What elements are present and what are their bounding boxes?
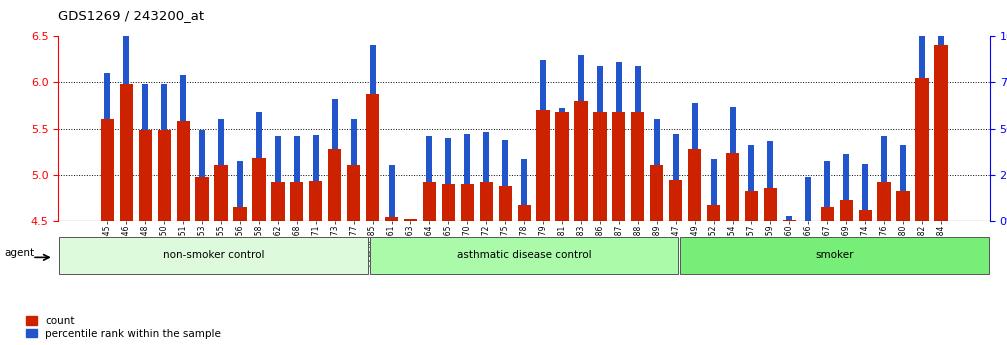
Bar — [840, 200, 853, 221]
Bar — [707, 205, 720, 221]
Bar — [669, 180, 683, 221]
Text: agent: agent — [5, 248, 35, 258]
Bar — [688, 149, 701, 221]
Bar — [537, 110, 550, 221]
Bar — [157, 130, 171, 221]
Bar — [199, 130, 205, 177]
Bar — [142, 84, 148, 130]
Bar — [673, 134, 679, 180]
Bar — [498, 186, 512, 221]
Bar — [782, 220, 796, 221]
Bar — [389, 165, 395, 217]
Bar — [616, 62, 622, 112]
Bar — [180, 75, 186, 121]
Bar — [313, 135, 319, 181]
Bar — [556, 112, 569, 221]
Bar — [347, 166, 361, 221]
Bar — [290, 182, 303, 221]
Bar — [881, 136, 887, 182]
Bar — [825, 161, 830, 207]
Bar — [253, 158, 266, 221]
FancyBboxPatch shape — [59, 237, 368, 274]
Bar — [518, 205, 531, 221]
Bar — [919, 22, 925, 78]
Bar — [445, 138, 451, 184]
Bar — [862, 164, 868, 210]
Bar — [896, 191, 909, 221]
Bar — [934, 46, 948, 221]
Bar — [631, 112, 644, 221]
Bar — [726, 154, 739, 221]
Bar — [234, 207, 247, 221]
Bar — [938, 0, 944, 46]
Bar — [328, 149, 341, 221]
Bar — [139, 130, 152, 221]
Bar — [120, 84, 133, 221]
Bar — [105, 73, 111, 119]
Bar — [745, 191, 758, 221]
Bar — [294, 136, 300, 182]
Bar — [271, 182, 285, 221]
Bar — [161, 84, 167, 130]
Bar — [426, 136, 432, 182]
Bar — [612, 112, 625, 221]
Bar — [219, 119, 224, 166]
Bar — [350, 119, 356, 166]
Bar — [593, 112, 606, 221]
Bar — [763, 188, 777, 221]
Bar — [404, 219, 417, 221]
Bar — [237, 161, 243, 207]
Bar — [806, 177, 812, 223]
Bar — [877, 182, 891, 221]
Bar — [214, 166, 228, 221]
Bar — [821, 207, 834, 221]
Bar — [802, 221, 815, 223]
Bar — [786, 216, 793, 220]
Bar — [900, 145, 906, 191]
Bar — [843, 154, 849, 200]
Bar — [597, 66, 603, 112]
Bar — [574, 101, 588, 221]
FancyBboxPatch shape — [681, 237, 989, 274]
Text: smoker: smoker — [816, 250, 854, 260]
Bar — [915, 78, 928, 221]
Bar — [502, 140, 509, 186]
Bar — [331, 99, 337, 149]
Bar — [522, 159, 527, 205]
Bar — [385, 217, 398, 221]
Bar — [634, 66, 640, 112]
Text: GDS1269 / 243200_at: GDS1269 / 243200_at — [58, 9, 204, 22]
Bar — [464, 134, 470, 184]
Bar — [559, 108, 565, 112]
Bar — [460, 184, 474, 221]
Bar — [101, 119, 114, 221]
Bar — [483, 132, 489, 182]
Bar — [651, 166, 664, 221]
FancyBboxPatch shape — [370, 237, 679, 274]
Bar — [692, 103, 698, 149]
Bar — [195, 177, 208, 221]
Legend: count, percentile rank within the sample: count, percentile rank within the sample — [25, 315, 223, 340]
Bar — [309, 181, 322, 221]
Bar — [479, 182, 492, 221]
Text: non-smoker control: non-smoker control — [163, 250, 265, 260]
Bar — [767, 141, 773, 188]
Bar — [275, 136, 281, 182]
Bar — [748, 145, 754, 191]
Bar — [859, 210, 872, 221]
Bar — [123, 34, 129, 84]
Bar — [442, 184, 455, 221]
Text: asthmatic disease control: asthmatic disease control — [457, 250, 591, 260]
Bar — [176, 121, 189, 221]
Bar — [578, 55, 584, 101]
Bar — [540, 60, 546, 110]
Bar — [729, 107, 735, 154]
Bar — [423, 182, 436, 221]
Bar — [370, 45, 376, 95]
Bar — [654, 119, 660, 166]
Bar — [256, 112, 262, 158]
Bar — [711, 159, 717, 205]
Bar — [366, 95, 380, 221]
